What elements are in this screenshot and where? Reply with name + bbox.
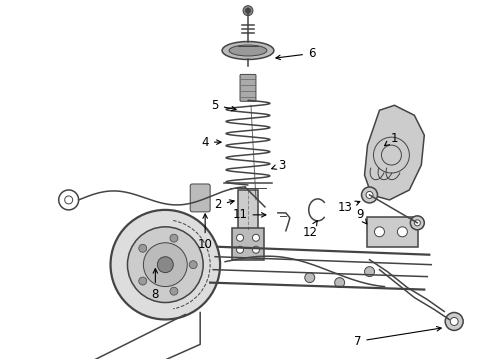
Text: 9: 9 <box>356 208 367 224</box>
Text: 6: 6 <box>276 47 316 60</box>
Circle shape <box>245 8 251 14</box>
Circle shape <box>445 312 463 330</box>
Text: 8: 8 <box>152 269 159 301</box>
Circle shape <box>243 6 253 15</box>
Circle shape <box>170 287 178 295</box>
Circle shape <box>410 216 424 230</box>
Circle shape <box>157 257 173 273</box>
Circle shape <box>305 273 315 283</box>
Circle shape <box>374 227 385 237</box>
Text: 1: 1 <box>385 132 398 146</box>
FancyBboxPatch shape <box>232 228 264 260</box>
Circle shape <box>237 246 244 253</box>
Circle shape <box>450 318 458 325</box>
Circle shape <box>127 227 203 302</box>
Circle shape <box>397 227 407 237</box>
Circle shape <box>144 243 187 287</box>
Ellipse shape <box>222 41 274 59</box>
Text: 10: 10 <box>198 214 213 251</box>
Circle shape <box>362 187 377 203</box>
Text: 7: 7 <box>354 327 441 348</box>
Circle shape <box>335 278 344 288</box>
Circle shape <box>111 210 220 319</box>
Circle shape <box>189 261 197 269</box>
Text: 5: 5 <box>211 99 236 112</box>
Text: 13: 13 <box>337 201 360 215</box>
Circle shape <box>252 246 259 253</box>
Circle shape <box>139 277 147 285</box>
FancyBboxPatch shape <box>190 184 210 212</box>
FancyBboxPatch shape <box>367 217 418 247</box>
FancyBboxPatch shape <box>238 190 258 230</box>
Polygon shape <box>365 105 424 200</box>
Text: 3: 3 <box>271 158 286 172</box>
Text: 12: 12 <box>302 221 317 239</box>
FancyBboxPatch shape <box>240 75 256 101</box>
Circle shape <box>139 244 147 252</box>
Circle shape <box>365 267 374 276</box>
Text: 2: 2 <box>214 198 234 211</box>
Ellipse shape <box>229 45 267 56</box>
Text: 11: 11 <box>233 208 266 221</box>
Circle shape <box>237 234 244 241</box>
Circle shape <box>252 234 259 241</box>
Circle shape <box>170 234 178 242</box>
Text: 4: 4 <box>201 136 221 149</box>
Circle shape <box>415 220 420 226</box>
Circle shape <box>366 192 373 198</box>
